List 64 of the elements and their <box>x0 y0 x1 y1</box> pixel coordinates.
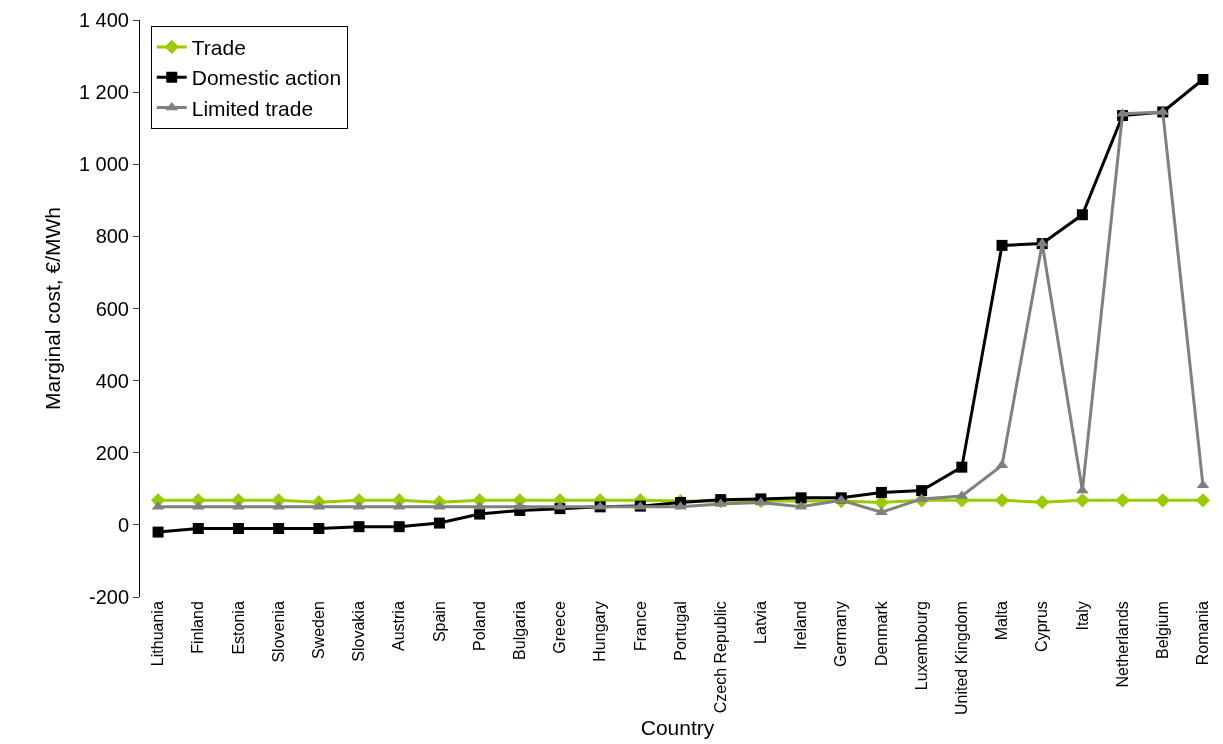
x-tick-label: Netherlands <box>1113 601 1131 688</box>
point <box>916 485 928 497</box>
legend-label: Trade <box>191 36 246 60</box>
point <box>273 522 285 534</box>
legend-label: Limited trade <box>191 96 314 120</box>
point <box>393 521 405 533</box>
x-tick-label: Bulgaria <box>510 601 528 660</box>
point <box>1115 493 1130 508</box>
x-tick-label: Greece <box>551 601 569 654</box>
x-axis-title: Country <box>640 716 715 740</box>
point <box>1155 493 1170 508</box>
point <box>1035 495 1050 510</box>
x-tick-label: Sweden <box>310 601 328 660</box>
x-tick-label: Malta <box>993 601 1011 641</box>
point <box>474 508 486 520</box>
x-tick-label: Portugal <box>671 601 689 661</box>
x-tick-label: Estonia <box>229 601 247 655</box>
point <box>995 459 1009 469</box>
y-axis-title: Marginal cost, €/MWh <box>41 206 65 411</box>
x-tick-label: Austria <box>390 601 408 651</box>
point <box>956 461 968 473</box>
x-tick-label: Poland <box>470 601 488 652</box>
y-tick-label: 800 <box>95 225 129 248</box>
point <box>433 517 445 529</box>
y-tick-label: -200 <box>88 586 129 608</box>
point <box>875 486 887 498</box>
x-tick-label: Slovenia <box>269 601 287 663</box>
x-tick-label: Italy <box>1073 601 1091 631</box>
x-tick-label: Spain <box>430 601 448 643</box>
point <box>1075 493 1090 508</box>
point <box>232 522 244 534</box>
x-tick-label: Lithuania <box>149 601 167 667</box>
x-tick-label: Belgium <box>1153 601 1171 660</box>
x-tick-label: Finland <box>189 601 207 654</box>
y-tick-label: 600 <box>95 297 129 320</box>
y-tick-label: 400 <box>95 369 129 392</box>
x-tick-label: Latvia <box>752 601 770 644</box>
point <box>192 522 204 534</box>
x-tick-label: France <box>631 601 649 651</box>
x-tick-label: United Kingdom <box>953 601 971 716</box>
point <box>994 493 1010 508</box>
x-tick-label: Slovakia <box>350 601 368 662</box>
point <box>313 522 325 534</box>
x-tick-label: Czech Republic <box>711 601 729 714</box>
point <box>353 521 365 533</box>
x-tick-label: Denmark <box>872 600 890 667</box>
y-tick-label: 1 000 <box>78 153 129 176</box>
legend-label: Domestic action <box>191 66 342 90</box>
x-tick-label: Hungary <box>591 601 609 662</box>
point <box>1195 493 1211 508</box>
x-tick-label: Germany <box>832 601 850 667</box>
point <box>795 492 807 504</box>
x-tick-label: Cyprus <box>1033 601 1051 652</box>
y-tick-label: 0 <box>117 513 129 536</box>
point <box>996 239 1008 251</box>
point <box>152 526 164 538</box>
point <box>1197 74 1209 85</box>
x-tick-label: Luxembourg <box>912 601 930 691</box>
point <box>1076 209 1088 221</box>
x-tick-label: Romania <box>1194 601 1212 666</box>
y-tick-label: 200 <box>95 441 129 464</box>
y-tick-label: 1 400 <box>78 9 129 31</box>
x-tick-label: Ireland <box>792 601 810 651</box>
y-tick-label: 1 200 <box>78 81 129 104</box>
